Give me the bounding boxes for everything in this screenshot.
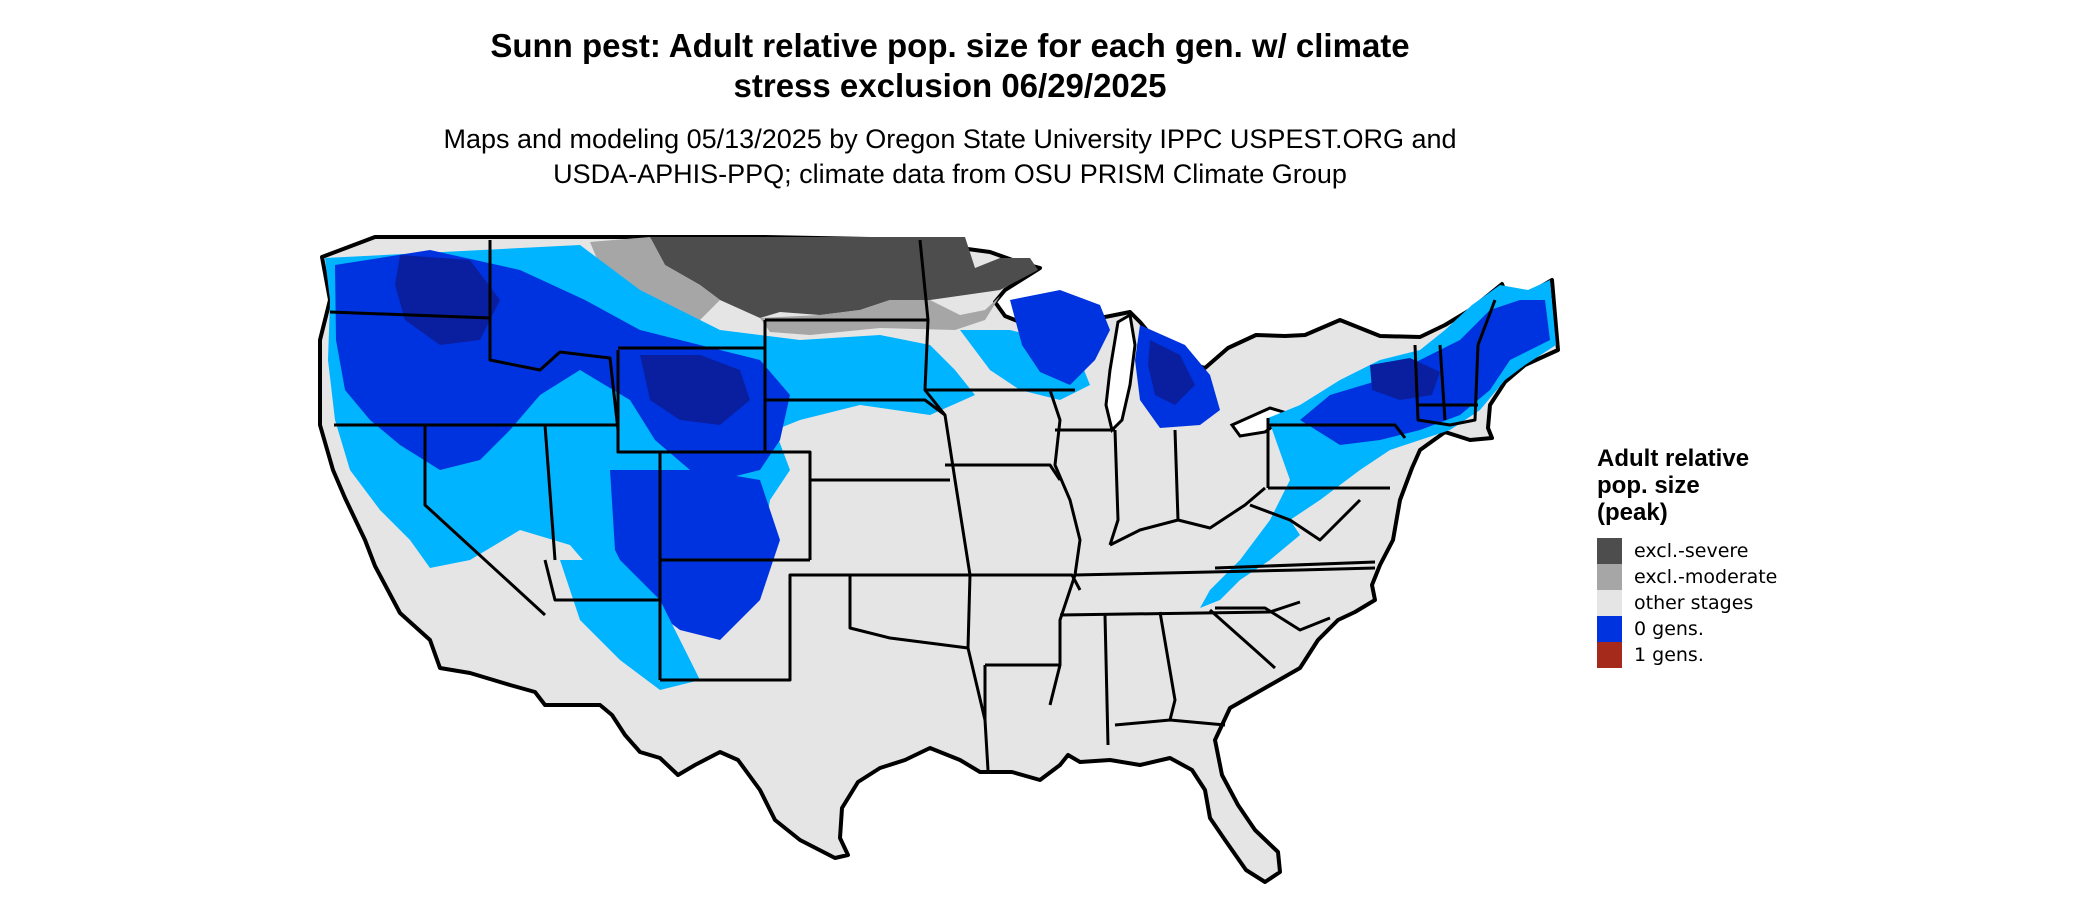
border-ky-tn: [1074, 566, 1376, 577]
legend-label: other stages: [1634, 592, 1754, 614]
legend-item-1-gens: 1 gens.: [1597, 642, 1857, 668]
legend-swatch: [1597, 616, 1622, 642]
border-mo-ar: [970, 573, 1082, 591]
legend-title-line-1: Adult relative: [1597, 445, 1750, 472]
border-oh-river: [1109, 486, 1266, 547]
zone-darkblue-wyoming: [640, 355, 750, 425]
zone-light-appalachian: [1200, 520, 1300, 608]
title-line-1: Sunn pest: Adult relative pop. size for …: [490, 27, 1410, 64]
legend-swatch: [1597, 590, 1622, 616]
legend-title-line-3: (peak): [1597, 499, 1668, 526]
legend-swatch: [1597, 538, 1622, 564]
border-wa-or: [329, 310, 491, 320]
border-sd-ne: [765, 398, 946, 417]
border-ga-fl: [1114, 718, 1226, 727]
legend-item-excl-severe: excl.-severe: [1597, 538, 1857, 564]
border-al-ga: [1158, 611, 1177, 721]
border-nc-sc: [1215, 606, 1331, 632]
border-wv-va: [1249, 498, 1362, 542]
border-co-ks: [765, 450, 812, 560]
border-ut-co: [545, 423, 662, 680]
legend-label: 0 gens.: [1634, 618, 1704, 640]
legend-swatch: [1597, 564, 1622, 590]
border-mn-west: [918, 239, 987, 721]
legend-label: excl.-severe: [1634, 540, 1749, 562]
zone-blue-wisconsin: [1010, 290, 1110, 385]
legend-label: 1 gens.: [1634, 644, 1704, 666]
title-line-2: stress exclusion 06/29/2025: [733, 67, 1167, 104]
border-in-oh: [1173, 429, 1180, 521]
zone-light-nm: [560, 560, 700, 690]
border-ms-river: [1048, 389, 1082, 706]
zone-darkblue-ny: [1370, 358, 1440, 400]
zone-excl-severe-north: [650, 237, 1038, 318]
border-ca-nv: [423, 425, 547, 617]
legend-label: excl.-moderate: [1634, 566, 1778, 588]
border-il-in: [1108, 429, 1120, 546]
zone-darkblue-michigan: [1148, 340, 1195, 405]
subtitle-line-2: USDA-APHIS-PPQ; climate data from OSU PR…: [553, 159, 1347, 189]
legend-item-other-stages: other stages: [1597, 590, 1857, 616]
state-borders: [329, 239, 1497, 771]
map-subtitle: Maps and modeling 05/13/2025 by Oregon S…: [380, 122, 1520, 192]
lake-michigan: [1104, 312, 1137, 433]
map-legend: Adult relative pop. size (peak) excl.-se…: [1597, 445, 1857, 668]
legend-title: Adult relative pop. size (peak): [1597, 445, 1857, 526]
border-la-tx: [983, 665, 990, 771]
zone-excl-moderate-dakota: [760, 296, 1000, 335]
legend-item-0-gens: 0 gens.: [1597, 616, 1857, 642]
us-map: [318, 235, 1560, 884]
border-new-england: [1413, 299, 1497, 427]
map-title: Sunn pest: Adult relative pop. size for …: [400, 26, 1500, 106]
border-ms-al: [1103, 614, 1110, 746]
legend-swatch: [1597, 642, 1622, 668]
border-ia-mo: [945, 463, 1062, 481]
zone-excl-moderate-north: [590, 237, 720, 320]
subtitle-line-1: Maps and modeling 05/13/2025 by Oregon S…: [443, 124, 1457, 154]
border-ga-sc: [1209, 608, 1277, 670]
legend-title-line-2: pop. size: [1597, 472, 1700, 499]
border-pa-ny: [1268, 423, 1407, 439]
legend-item-excl-moderate: excl.-moderate: [1597, 564, 1857, 590]
border-id-east: [488, 240, 620, 431]
border-va-nc: [1214, 560, 1376, 570]
zone-darkblue-idaho: [395, 255, 500, 345]
border-az-nm: [543, 559, 660, 602]
